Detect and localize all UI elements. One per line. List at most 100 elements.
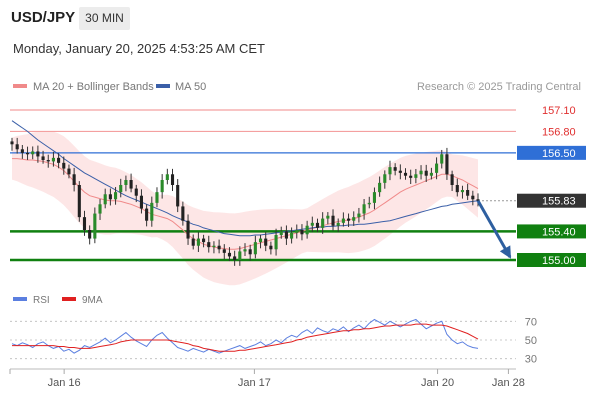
rsi-tick-label: 70	[525, 316, 537, 328]
resistance-label: 157.10	[542, 105, 576, 117]
candle-body	[248, 249, 252, 255]
candle-body	[150, 202, 154, 221]
candle-body	[103, 194, 107, 205]
legend-9ma-swatch	[62, 297, 76, 301]
candle-body	[62, 162, 66, 169]
candle-body	[367, 202, 371, 205]
candle-body	[139, 195, 143, 209]
candle-body	[409, 175, 413, 178]
candle-body	[207, 242, 211, 248]
candle-body	[315, 222, 320, 228]
bollinger-band	[12, 131, 478, 286]
legend-9ma-label: 9MA	[82, 295, 103, 306]
candle-body	[176, 185, 180, 207]
candle-body	[264, 238, 268, 246]
candle-body	[196, 238, 200, 246]
candle-body	[233, 256, 237, 260]
candle-body	[269, 245, 273, 250]
candle-body	[15, 144, 19, 150]
candle-body	[93, 213, 97, 239]
candle-body	[440, 154, 444, 164]
resistance-label: 156.80	[542, 126, 576, 138]
support-label-box	[517, 224, 586, 239]
candle-body	[378, 182, 382, 193]
candle-body	[82, 217, 87, 230]
candle-body	[181, 206, 185, 221]
candle-body	[476, 199, 480, 201]
candle-body	[398, 170, 402, 173]
timeframe-badge[interactable]: 30 MIN	[79, 7, 130, 30]
last-price-label: 155.83	[542, 196, 576, 208]
candle-body	[243, 249, 247, 252]
candle-body	[36, 151, 40, 157]
candle-body	[25, 152, 30, 155]
candle-body	[134, 188, 138, 196]
candle-body	[67, 168, 71, 175]
candle-body	[155, 192, 159, 203]
candle-body	[326, 215, 330, 219]
candle-body	[114, 192, 118, 200]
x-tick-label: Jan 20	[421, 377, 454, 389]
support-label-box	[517, 253, 586, 267]
candle-body	[466, 190, 470, 196]
candle-body	[331, 215, 335, 226]
candle-body	[51, 157, 55, 162]
candle-body	[165, 174, 169, 180]
legend-ma20-label: MA 20 + Bollinger Bands	[33, 81, 154, 93]
candle-body	[435, 163, 439, 173]
candle-body	[383, 174, 387, 183]
candle-body	[124, 180, 128, 185]
candle-body	[424, 170, 428, 176]
candle-body	[258, 238, 263, 243]
candle-body	[98, 204, 102, 214]
candle-body	[290, 232, 294, 239]
candle-body	[284, 231, 288, 239]
candle-body	[321, 218, 325, 228]
candle-body	[191, 238, 195, 246]
candle-body	[450, 174, 454, 185]
candle-body	[170, 174, 175, 185]
candle-body	[455, 185, 459, 193]
candle-body	[108, 194, 112, 200]
candle-body	[186, 220, 190, 239]
candle-body	[202, 238, 206, 243]
candle-body	[253, 242, 257, 255]
candle-body	[41, 156, 45, 160]
support-label: 155.00	[542, 255, 576, 267]
legend-ma20-swatch	[13, 84, 27, 88]
chart-credit: Research © 2025 Trading Central	[417, 81, 581, 93]
candle-body	[300, 230, 304, 235]
last-price-box	[517, 193, 586, 208]
x-tick-label: Jan 28	[492, 377, 525, 389]
candle-body	[10, 141, 14, 145]
legend-rsi-label: RSI	[33, 295, 50, 306]
candle-body	[341, 218, 345, 223]
candle-body	[393, 167, 397, 171]
rsi-line	[11, 318, 479, 354]
rsi-tick-label: 30	[525, 354, 537, 366]
x-tick-label: Jan 16	[48, 377, 81, 389]
candle-body	[160, 180, 164, 193]
candle-body	[347, 218, 351, 221]
candle-body	[119, 185, 123, 193]
symbol-title: USD/JPY	[11, 9, 76, 26]
candle-body	[72, 174, 76, 185]
candle-body	[362, 204, 366, 214]
candle-body	[460, 190, 465, 193]
candle-body	[227, 252, 232, 257]
candle-body	[445, 154, 449, 175]
candle-body	[77, 185, 81, 218]
legend-ma50-swatch	[156, 84, 170, 88]
legend-rsi-swatch	[13, 297, 27, 301]
candle-body	[336, 222, 340, 226]
candle-body	[20, 149, 24, 153]
candle-body	[212, 245, 216, 248]
candle-body	[279, 231, 283, 235]
candle-body	[129, 180, 133, 189]
candle-body	[31, 151, 35, 155]
pivot-label-box	[517, 145, 586, 160]
ma50-line	[11, 120, 479, 237]
candle-body	[352, 217, 356, 221]
candle-body	[145, 208, 149, 221]
candle-body	[305, 225, 309, 235]
